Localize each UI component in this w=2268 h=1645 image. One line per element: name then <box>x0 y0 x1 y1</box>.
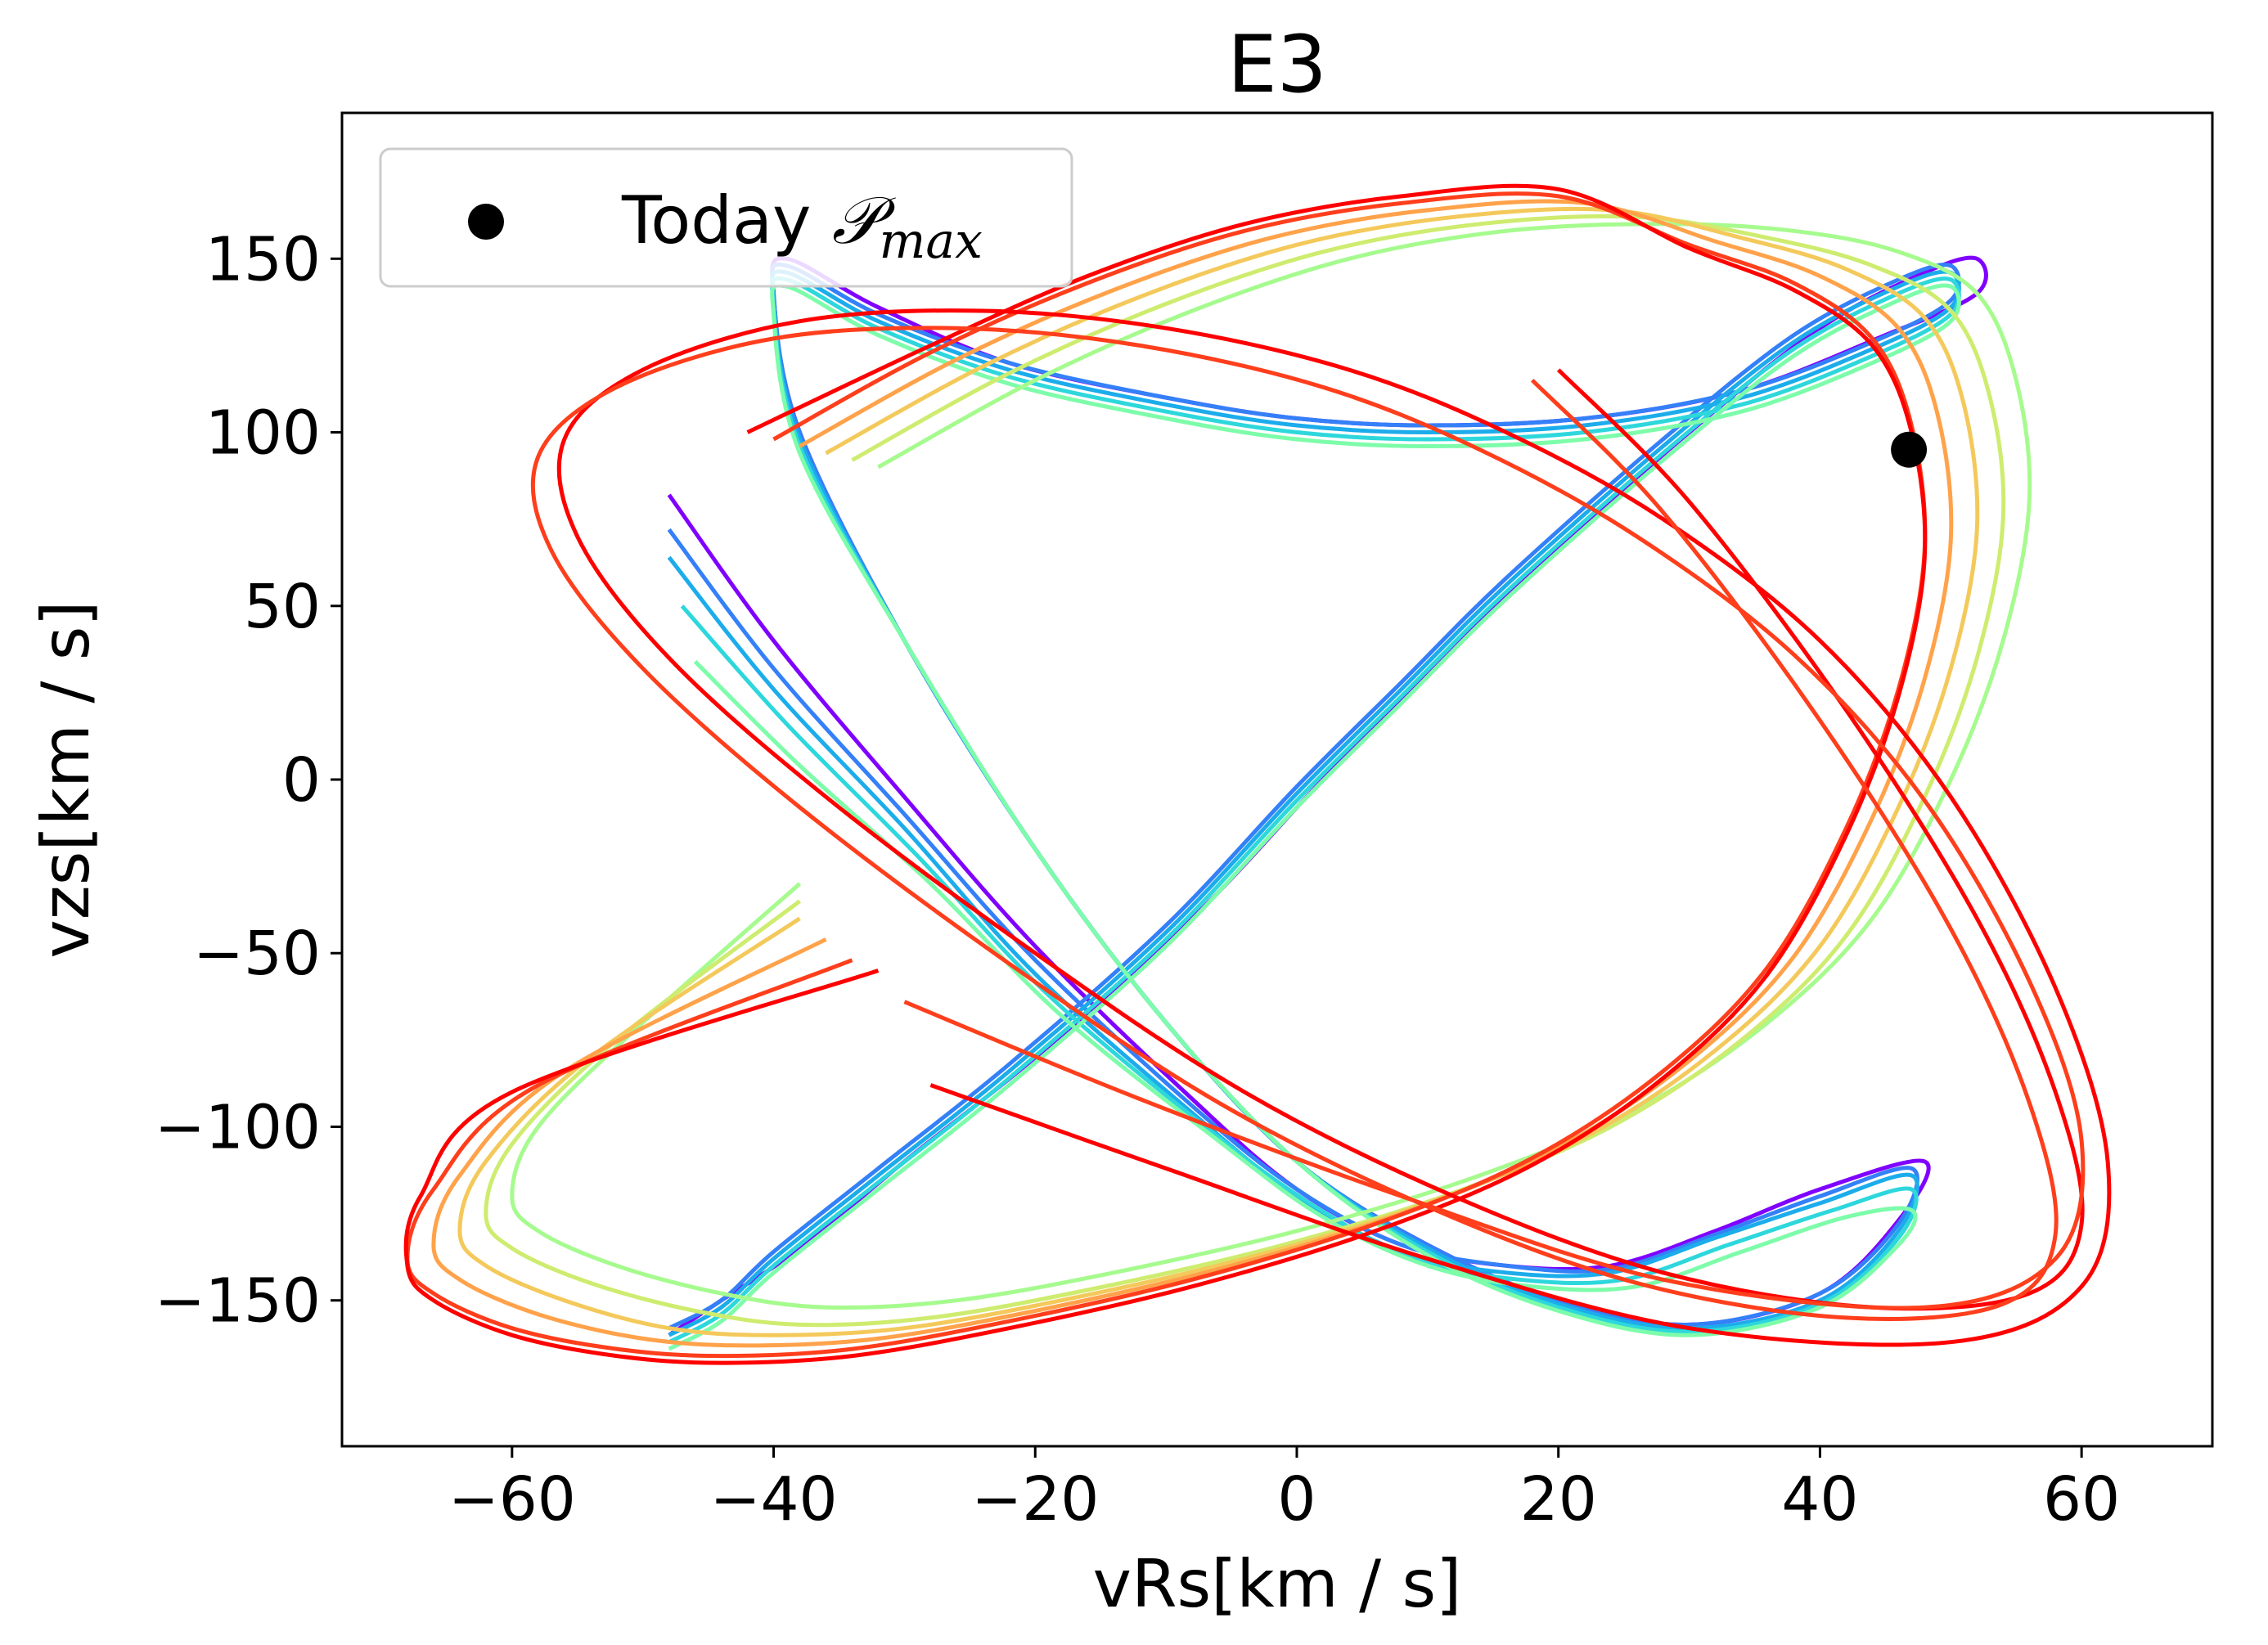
orbit-line-outer-loop-4 <box>405 191 1928 1359</box>
today-marker <box>1891 431 1928 468</box>
x-tick-label: 60 <box>2043 1464 2120 1535</box>
y-axis-label: vzs[km / s] <box>28 600 104 958</box>
x-tick-label: 40 <box>1781 1464 1858 1535</box>
legend-marker <box>468 204 504 240</box>
x-tick-label: −60 <box>448 1464 576 1535</box>
x-axis-ticks: −60 −40 −20 0 20 40 60 <box>448 1446 2120 1535</box>
y-axis-ticks: −150 −100 −50 0 50 100 150 <box>155 224 342 1337</box>
orbit-line-red-diagonal-0 <box>556 308 2112 1347</box>
y-tick-label: −150 <box>155 1266 321 1337</box>
y-tick-label: 50 <box>244 572 321 642</box>
orbit-line-crossing-loop-1 <box>667 263 1961 1330</box>
marker-layer <box>1891 431 1928 468</box>
legend-label-subscript: max <box>879 213 983 270</box>
y-tick-label: −50 <box>193 919 321 989</box>
orbit-line-outer-loop-2 <box>457 206 1980 1337</box>
y-tick-label: −100 <box>155 1092 321 1162</box>
y-tick-label: 150 <box>205 224 321 294</box>
legend-label-prefix: Today <box>621 182 832 258</box>
orbit-line-red-diagonal-1 <box>530 326 2086 1321</box>
legend-label: Today 𝒫max <box>621 182 983 270</box>
orbit-line-crossing-loop-4 <box>668 283 1961 1351</box>
x-tick-label: 20 <box>1520 1464 1597 1535</box>
orbit-line-outer-loop-0 <box>510 222 2032 1310</box>
y-tick-label: 0 <box>282 745 321 816</box>
x-axis-label: vRs[km / s] <box>1093 1546 1462 1622</box>
series-layer <box>403 183 2112 1365</box>
orbit-line-outer-loop-3 <box>431 199 1954 1348</box>
x-tick-label: −20 <box>971 1464 1099 1535</box>
y-tick-label: 100 <box>205 398 321 469</box>
x-tick-label: −40 <box>709 1464 837 1535</box>
chart-title: E3 <box>1227 19 1327 110</box>
orbit-line-outer-loop-1 <box>484 213 2006 1328</box>
legend: Today 𝒫max <box>379 147 1073 288</box>
x-tick-label: 0 <box>1277 1464 1316 1535</box>
legend-box <box>379 147 1073 288</box>
orbit-line-outer-loop-5 <box>403 183 1928 1365</box>
